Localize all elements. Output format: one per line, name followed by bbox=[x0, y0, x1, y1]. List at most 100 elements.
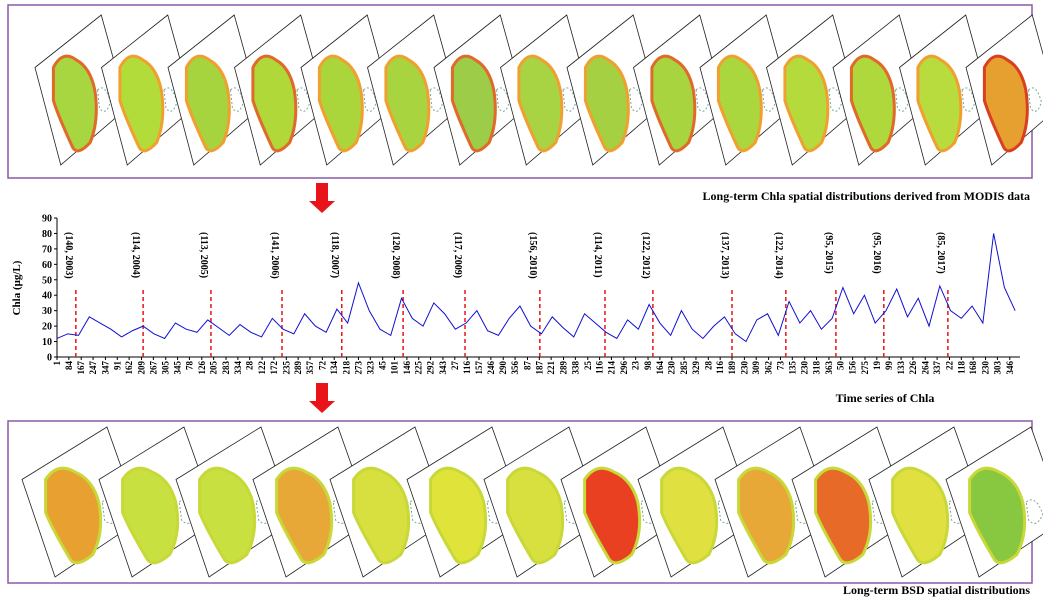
x-tick-label: 209 bbox=[137, 361, 147, 375]
x-tick-label: 225 bbox=[414, 361, 424, 375]
x-tick-label: 230 bbox=[800, 361, 810, 375]
x-tick-label: 289 bbox=[559, 361, 569, 375]
y-tick-label: 60 bbox=[42, 260, 52, 271]
x-tick-label: 118 bbox=[956, 361, 966, 375]
x-tick-label: 345 bbox=[173, 361, 183, 375]
x-tick-label: 28 bbox=[245, 361, 255, 371]
x-tick-label: 230 bbox=[981, 361, 991, 375]
x-tick-label: 164 bbox=[655, 361, 665, 375]
x-tick-label: 343 bbox=[438, 361, 448, 375]
annotation: (120, 2008) bbox=[390, 232, 401, 279]
arrow bbox=[309, 383, 335, 413]
y-tick-label: 0 bbox=[47, 353, 52, 364]
x-tick-label: 22 bbox=[944, 361, 954, 371]
annotation: (85, 2017) bbox=[935, 232, 946, 274]
lake bbox=[118, 54, 165, 153]
x-tick-label: 296 bbox=[619, 361, 629, 375]
x-tick-label: 318 bbox=[812, 361, 822, 375]
lake bbox=[737, 466, 796, 565]
x-tick-label: 156 bbox=[848, 361, 858, 375]
top-caption: Long-term Chla spatial distributions der… bbox=[703, 189, 1030, 203]
lake bbox=[891, 466, 950, 565]
x-tick-label: 116 bbox=[715, 361, 725, 375]
y-tick-label: 80 bbox=[42, 229, 52, 240]
lake bbox=[429, 466, 488, 565]
lake bbox=[121, 466, 180, 565]
annotation: (122, 2014) bbox=[773, 232, 784, 279]
lake bbox=[317, 54, 364, 153]
x-tick-label: 162 bbox=[124, 361, 134, 375]
lake bbox=[783, 54, 830, 153]
top-maps bbox=[34, 14, 1043, 166]
data-line bbox=[56, 233, 1016, 343]
lake bbox=[352, 466, 411, 565]
annotation: (141, 2006) bbox=[269, 232, 280, 279]
islands bbox=[1028, 87, 1042, 112]
x-tick-label: 334 bbox=[233, 361, 243, 375]
lake bbox=[716, 54, 763, 153]
x-tick-label: 116 bbox=[462, 361, 472, 375]
x-tick-label: 309 bbox=[751, 361, 761, 375]
lake bbox=[650, 54, 697, 153]
x-tick-label: 305 bbox=[161, 361, 171, 375]
x-tick-label: 50 bbox=[836, 361, 846, 371]
x-tick-label: 323 bbox=[365, 361, 375, 375]
y-tick-label: 70 bbox=[42, 244, 52, 255]
x-tick-label: 357 bbox=[305, 361, 315, 375]
x-tick-label: 214 bbox=[606, 361, 616, 375]
x-tick-label: 172 bbox=[269, 361, 279, 375]
x-tick-label: 218 bbox=[342, 361, 352, 375]
lake bbox=[814, 466, 873, 565]
x-tick-label: 122 bbox=[257, 361, 267, 375]
x-tick-label: 362 bbox=[764, 361, 774, 375]
x-tick-label: 187 bbox=[534, 361, 544, 375]
lake bbox=[44, 466, 103, 565]
x-tick-label: 273 bbox=[353, 361, 363, 375]
x-tick-label: 99 bbox=[884, 361, 894, 371]
x-tick-label: 226 bbox=[908, 361, 918, 375]
x-axis-label: Time series of Chla bbox=[836, 391, 935, 405]
y-tick-label: 10 bbox=[42, 337, 52, 348]
lake bbox=[275, 466, 334, 565]
lake bbox=[583, 466, 642, 565]
x-tick-label: 347 bbox=[100, 361, 110, 375]
x-tick-label: 290 bbox=[498, 361, 508, 375]
x-tick-label: 246 bbox=[486, 361, 496, 375]
x-tick-label: 84 bbox=[64, 361, 74, 371]
x-tick-label: 168 bbox=[968, 361, 978, 375]
x-tick-label: 337 bbox=[932, 361, 942, 375]
x-tick-label: 1 bbox=[52, 361, 62, 366]
lake bbox=[384, 54, 431, 153]
x-tick-label: 205 bbox=[209, 361, 219, 375]
x-tick-label: 346 bbox=[1005, 360, 1015, 374]
y-tick-label: 20 bbox=[42, 322, 52, 333]
y-tick-label: 50 bbox=[42, 275, 52, 286]
annotation: (114, 2004) bbox=[130, 232, 141, 278]
x-tick-label: 247 bbox=[88, 361, 98, 375]
lake bbox=[583, 54, 630, 153]
x-tick-label: 19 bbox=[872, 361, 882, 371]
x-tick-label: 133 bbox=[896, 361, 906, 375]
x-tick-label: 329 bbox=[691, 361, 701, 375]
x-tick-label: 27 bbox=[450, 361, 460, 371]
annotation: (114, 2011) bbox=[592, 232, 603, 278]
lake bbox=[660, 466, 719, 565]
x-tick-label: 230 bbox=[739, 361, 749, 375]
annotation: (95, 2016) bbox=[871, 232, 882, 274]
x-tick-label: 134 bbox=[329, 361, 339, 375]
x-tick-label: 135 bbox=[787, 361, 797, 375]
lake bbox=[517, 54, 564, 153]
x-tick-label: 230 bbox=[667, 361, 677, 375]
x-tick-label: 45 bbox=[378, 361, 388, 371]
annotation: (122, 2012) bbox=[640, 232, 651, 279]
annotation: (118, 2007) bbox=[329, 232, 340, 278]
x-tick-label: 101 bbox=[390, 361, 400, 375]
lake bbox=[198, 466, 257, 565]
x-tick-label: 98 bbox=[643, 361, 653, 371]
x-tick-label: 87 bbox=[522, 361, 532, 371]
bottom-maps bbox=[21, 426, 1043, 578]
x-tick-label: 157 bbox=[474, 361, 484, 375]
x-tick-label: 91 bbox=[112, 361, 122, 371]
lake bbox=[251, 54, 298, 153]
